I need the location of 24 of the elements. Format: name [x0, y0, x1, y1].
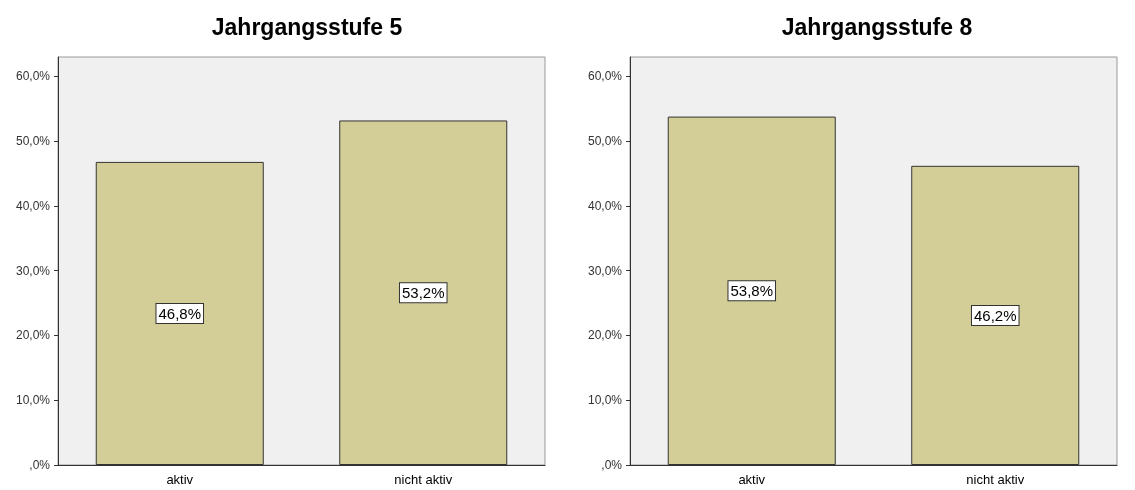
y-tick-label: ,0% — [29, 458, 51, 472]
x-tick-label: nicht aktiv — [394, 472, 453, 487]
chart-title: Jahrgangsstufe 5 — [211, 13, 403, 40]
data-label: 53,2% — [401, 284, 445, 302]
y-tick-label: 10,0% — [587, 393, 623, 408]
y-tick-label: 60,0% — [587, 69, 623, 84]
data-label: 46,2% — [973, 306, 1017, 324]
data-label: 53,8% — [730, 282, 774, 300]
y-tick-label: 50,0% — [587, 134, 623, 149]
data-label: 46,8% — [158, 304, 202, 322]
x-tick-label: nicht aktiv — [966, 472, 1025, 487]
y-tick-label: 50,0% — [15, 134, 51, 149]
y-tick-label: ,0% — [601, 458, 623, 472]
y-tick-label: 40,0% — [15, 198, 51, 213]
y-tick-label: 30,0% — [587, 263, 623, 278]
y-tick-label: 20,0% — [15, 328, 51, 343]
y-tick-label: 10,0% — [15, 393, 51, 408]
x-tick-label: aktiv — [738, 472, 766, 487]
y-tick-label: 60,0% — [15, 69, 51, 84]
y-tick-label: 30,0% — [15, 263, 51, 278]
y-tick-label: 40,0% — [587, 198, 623, 213]
y-tick-label: 20,0% — [587, 328, 623, 343]
chart-title: Jahrgangsstufe 8 — [781, 13, 973, 40]
x-tick-label: aktiv — [166, 472, 194, 487]
